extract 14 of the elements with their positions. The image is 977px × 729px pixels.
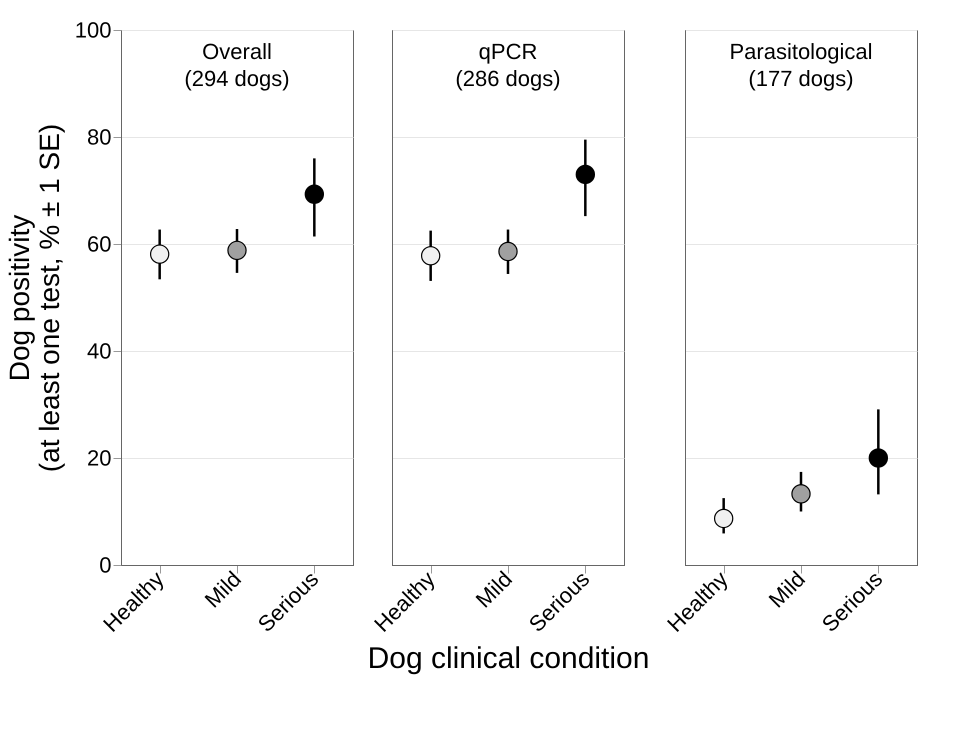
point: [227, 240, 247, 260]
y-tick-label: 80: [87, 124, 112, 150]
y-tick-label: 0: [99, 552, 112, 578]
x-axis-title: Dog clinical condition: [368, 642, 650, 676]
y-tick-label: 40: [87, 338, 112, 364]
text: Parasitological (177 dogs): [729, 39, 873, 91]
text: Overall (294 dogs): [184, 39, 290, 91]
y-tick-label: 20: [87, 446, 112, 470]
y-axis-title: Dog positivity (at least one test, % ± 1 SE): [4, 124, 65, 472]
y-tick-label: 60: [87, 232, 112, 256]
y-tick-label: 100: [74, 18, 112, 42]
text: qPCR (286 dogs): [455, 39, 561, 91]
point: [150, 244, 170, 264]
point: [304, 184, 324, 204]
